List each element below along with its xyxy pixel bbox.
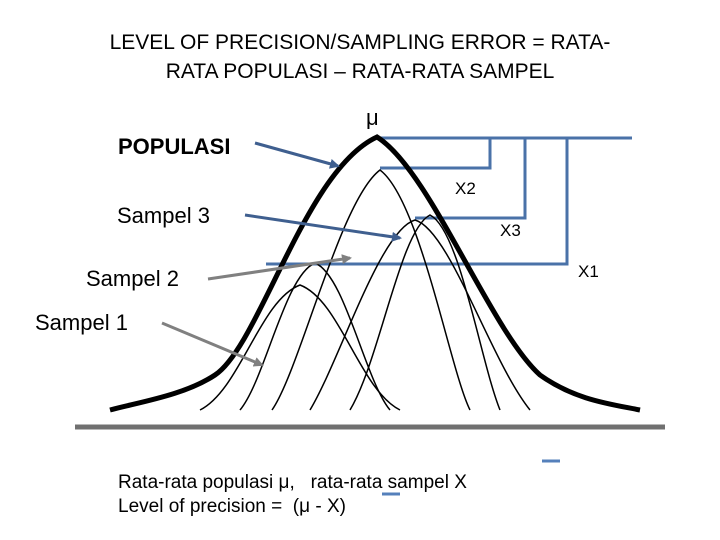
x1-bracket	[266, 136, 632, 266]
x2-bracket	[377, 136, 492, 170]
footnote-line-1: Rata-rata populasi μ, rata-rata sampel X	[118, 472, 467, 493]
sample-curve-c	[349, 214, 501, 411]
sampel3-arrow	[244, 213, 402, 242]
sample-curve-e	[199, 284, 401, 411]
population-curve	[109, 134, 641, 413]
populasi-arrow	[254, 141, 340, 169]
x2-label: X2	[455, 179, 476, 198]
slide-title: LEVEL OF PRECISION/SAMPLING ERROR = RATA…	[0, 28, 720, 86]
title-line-2: RATA POPULASI – RATA-RATA SAMPEL	[165, 60, 555, 83]
footnote-line-2: Level of precision = (μ - X)	[118, 496, 346, 517]
sampel1-arrow	[161, 321, 264, 367]
mu-label: μ	[366, 105, 379, 130]
sample-curve-b	[309, 219, 531, 411]
x3-label: X3	[500, 221, 521, 240]
populasi-label: POPULASI	[118, 134, 230, 159]
sampel1-label: Sampel 1	[35, 310, 128, 335]
sample-curve-a	[271, 169, 471, 411]
footnote: Rata-rata populasi μ, rata-rata sampel X…	[118, 471, 467, 519]
x3-bracket	[415, 136, 527, 220]
x1-label: X1	[578, 262, 599, 281]
sampel3-label: Sampel 3	[117, 203, 210, 228]
sampel2-arrow	[207, 254, 352, 281]
sampel2-label: Sampel 2	[86, 266, 179, 291]
title-line-1: LEVEL OF PRECISION/SAMPLING ERROR = RATA…	[109, 31, 611, 54]
